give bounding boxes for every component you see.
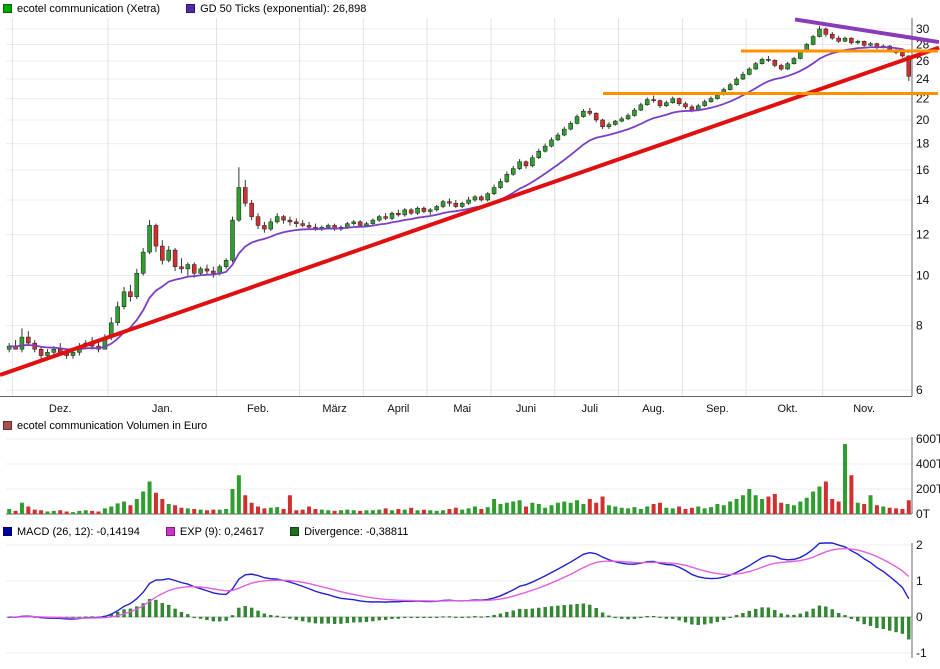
svg-text:Juli: Juli xyxy=(582,403,599,415)
legend-item-macd: MACD (26, 12): -0,14194 xyxy=(3,526,140,538)
svg-text:Feb.: Feb. xyxy=(247,403,269,415)
candlesticks xyxy=(6,25,912,359)
price-grid xyxy=(6,18,912,396)
svg-text:20: 20 xyxy=(916,113,930,127)
svg-text:16: 16 xyxy=(916,163,930,177)
svg-text:12: 12 xyxy=(916,228,930,242)
svg-text:Jan.: Jan. xyxy=(152,403,173,415)
svg-text:Juni: Juni xyxy=(516,403,536,415)
legend-item-gd50: GD 50 Ticks (exponential): 26,898 xyxy=(186,3,366,15)
svg-text:0: 0 xyxy=(916,610,923,624)
gd50-swatch xyxy=(186,4,196,13)
divergence-label: Divergence: -0,38811 xyxy=(304,525,409,538)
svg-text:200T: 200T xyxy=(916,482,940,496)
svg-text:Nov.: Nov. xyxy=(853,403,875,415)
svg-text:8: 8 xyxy=(916,319,923,333)
svg-text:2: 2 xyxy=(916,538,923,552)
svg-text:24: 24 xyxy=(916,72,930,86)
svg-text:März: März xyxy=(322,403,346,415)
exp-label: EXP (9): 0,24617 xyxy=(179,525,265,538)
price-series-swatch xyxy=(3,4,12,13)
macd-legend: MACD (26, 12): -0,14194 EXP (9): 0,24617… xyxy=(3,525,408,538)
uptrend-line xyxy=(0,45,940,377)
svg-text:14: 14 xyxy=(916,193,930,207)
price-legend: ecotel communication (Xetra) GD 50 Ticks… xyxy=(3,2,366,15)
svg-text:Mai: Mai xyxy=(453,403,471,415)
svg-text:Dez.: Dez. xyxy=(49,403,72,415)
price-axis-frame xyxy=(0,18,913,397)
svg-text:-1: -1 xyxy=(916,646,927,660)
volume-bars xyxy=(7,444,911,514)
svg-text:10: 10 xyxy=(916,268,930,282)
volume-axis-labels: 0T 200T 400T 600T xyxy=(916,432,940,521)
svg-text:0T: 0T xyxy=(916,507,931,521)
svg-text:22: 22 xyxy=(916,92,930,106)
downtrend-line xyxy=(794,17,940,45)
svg-text:26: 26 xyxy=(916,54,930,68)
legend-item-exp: EXP (9): 0,24617 xyxy=(165,525,265,538)
svg-text:Okt.: Okt. xyxy=(777,403,797,415)
svg-text:Sep.: Sep. xyxy=(706,403,729,415)
volume-swatch xyxy=(3,421,12,430)
macd-label: MACD (26, 12): -0,14194 xyxy=(17,525,140,538)
exp-swatch xyxy=(165,527,175,536)
volume-label: ecotel communication Volumen in Euro xyxy=(17,419,208,432)
svg-text:1: 1 xyxy=(916,574,923,588)
legend-item-divergence: Divergence: -0,38811 xyxy=(290,526,408,538)
divergence-swatch xyxy=(290,527,300,536)
exp-line xyxy=(9,547,910,619)
gd50-label: GD 50 Ticks (exponential): 26,898 xyxy=(200,2,367,15)
month-labels: Dez. Jan. Feb. März April Mai Juni Juli Aug. Sep.… xyxy=(49,403,875,415)
legend-item-price-series: ecotel communication (Xetra) xyxy=(3,3,160,15)
svg-text:6: 6 xyxy=(916,383,923,397)
svg-text:30: 30 xyxy=(916,22,930,36)
svg-text:18: 18 xyxy=(916,137,930,151)
svg-text:April: April xyxy=(387,403,409,415)
legend-item-volume: ecotel communication Volumen in Euro xyxy=(3,420,207,432)
volume-legend: ecotel communication Volumen in Euro xyxy=(3,419,207,432)
svg-text:Aug.: Aug. xyxy=(642,403,665,415)
svg-text:400T: 400T xyxy=(916,457,940,471)
gd50-line xyxy=(9,46,910,351)
macd-axis-labels: -1 0 1 2 xyxy=(916,538,927,660)
price-series-label: ecotel communication (Xetra) xyxy=(17,2,161,15)
macd-swatch xyxy=(3,527,12,536)
svg-text:600T: 600T xyxy=(916,432,940,446)
